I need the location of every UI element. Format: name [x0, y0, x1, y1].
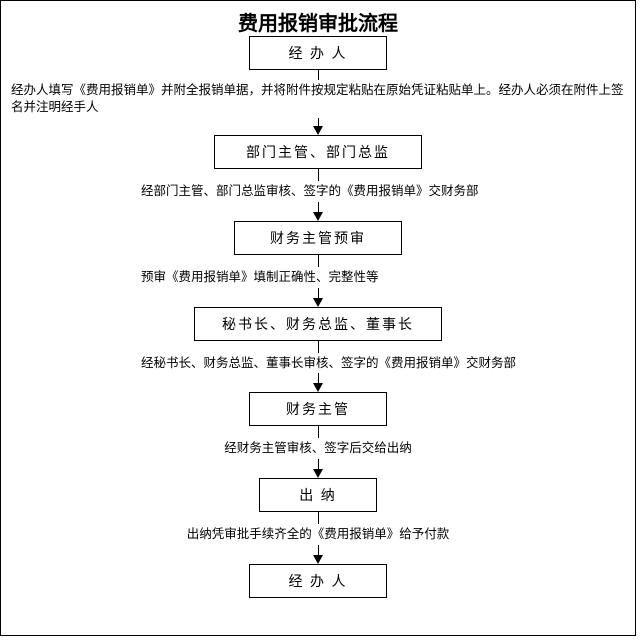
flow-arrow	[1, 202, 635, 221]
flow-arrow-segment	[1, 70, 635, 80]
flow-arrow	[1, 118, 635, 135]
flow-arrow-segment	[1, 341, 635, 353]
flow-arrow	[1, 373, 635, 392]
flow-arrow	[1, 459, 635, 478]
arrow-down-icon	[313, 469, 323, 478]
arrow-down-icon	[313, 298, 323, 307]
flow-node: 部门主管、部门总监	[214, 135, 422, 169]
flow-arrow-segment	[1, 169, 635, 181]
flow-edge-caption: 经秘书长、财务总监、董事长审核、签字的《费用报销单》交财务部	[1, 353, 635, 374]
flow-node: 经 办 人	[249, 564, 387, 598]
flow-edge-caption: 经财务主管审核、签字后交给出纳	[1, 438, 635, 459]
flow-node: 秘书长、财务总监、董事长	[194, 307, 442, 341]
flow-arrow	[1, 288, 635, 307]
flow-node: 财务主管	[249, 392, 387, 426]
arrow-down-icon	[313, 212, 323, 221]
arrow-down-icon	[313, 126, 323, 135]
flow-arrow-segment	[1, 426, 635, 438]
flowchart-container: 经 办 人经办人填写《费用报销单》并附全报销单据，并将附件按规定粘贴在原始凭证粘…	[1, 36, 635, 598]
page-frame: 费用报销审批流程 经 办 人经办人填写《费用报销单》并附全报销单据，并将附件按规…	[0, 0, 636, 636]
flow-edge-caption: 出纳凭审批手续齐全的《费用报销单》给予付款	[1, 524, 635, 545]
flow-arrow-segment	[1, 512, 635, 524]
arrow-down-icon	[313, 555, 323, 564]
flow-node: 出 纳	[259, 478, 377, 512]
arrow-down-icon	[313, 383, 323, 392]
flow-arrow-segment	[1, 255, 635, 267]
flow-node: 经 办 人	[249, 36, 387, 70]
page-title: 费用报销审批流程	[1, 1, 635, 36]
flow-node: 财务主管预审	[234, 221, 402, 255]
flow-edge-caption: 经部门主管、部门总监审核、签字的《费用报销单》交财务部	[1, 181, 635, 202]
flow-edge-caption: 预审《费用报销单》填制正确性、完整性等	[1, 267, 635, 288]
flow-edge-caption: 经办人填写《费用报销单》并附全报销单据，并将附件按规定粘贴在原始凭证粘贴单上。经…	[1, 80, 635, 118]
flow-arrow	[1, 545, 635, 564]
